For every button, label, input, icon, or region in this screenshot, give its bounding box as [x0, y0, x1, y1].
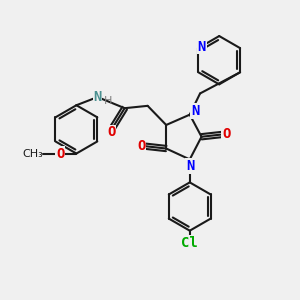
Text: CH₃: CH₃ — [22, 148, 43, 158]
Text: N: N — [198, 40, 206, 54]
Text: O: O — [107, 125, 115, 139]
Text: O: O — [222, 128, 230, 141]
Text: Cl: Cl — [182, 236, 198, 250]
Text: O: O — [56, 146, 64, 161]
Text: N: N — [93, 90, 102, 104]
Text: H: H — [104, 95, 112, 106]
Text: N: N — [191, 104, 199, 118]
Text: O: O — [137, 139, 146, 153]
Text: N: N — [186, 159, 194, 173]
